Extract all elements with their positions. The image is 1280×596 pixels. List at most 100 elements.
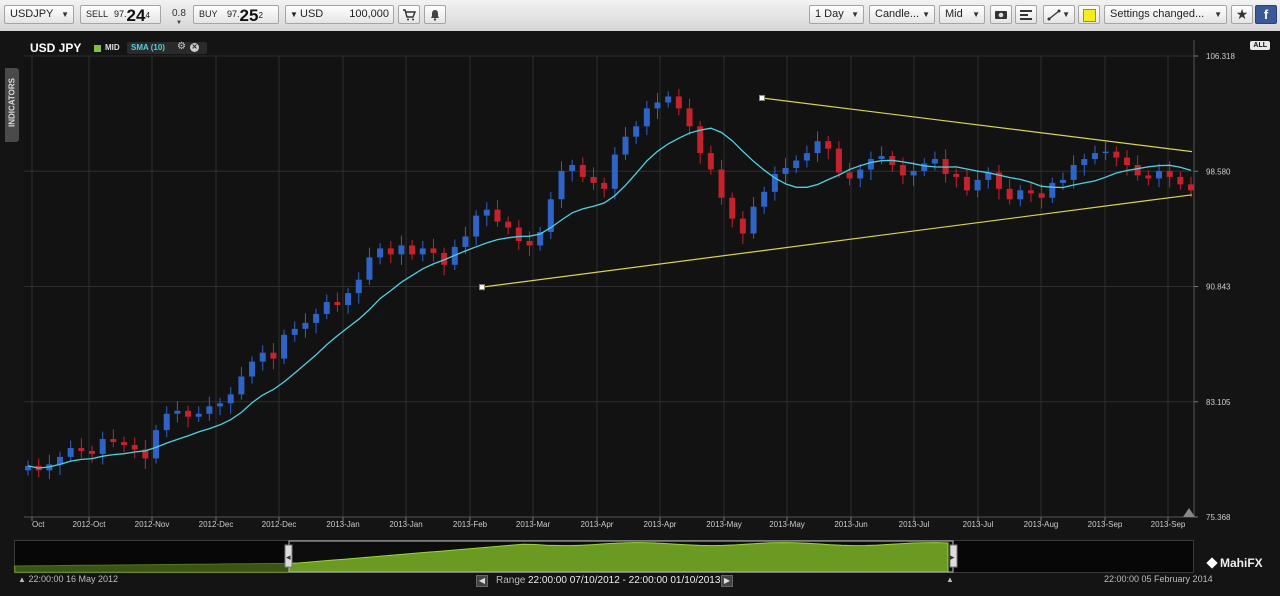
candle-down — [1166, 170, 1173, 177]
candle-up — [473, 215, 480, 237]
candle-up — [867, 159, 874, 170]
candle-down — [142, 449, 149, 459]
candle-up — [323, 302, 330, 314]
navigator-panel[interactable] — [14, 540, 1194, 573]
y-tick-label: 90.843 — [1206, 283, 1231, 292]
amount-value: 100,000 — [349, 8, 389, 20]
instrument-select[interactable]: USDJPY ▼ — [4, 5, 74, 24]
buy-price-big: 25 — [239, 6, 259, 25]
drawing-tools-button[interactable]: ▼ — [1043, 5, 1075, 24]
candles — [25, 89, 1194, 480]
favorite-button[interactable]: ★ — [1231, 5, 1253, 24]
color-picker-button[interactable] — [1078, 5, 1100, 24]
sma-label: SMA (10) — [131, 43, 165, 52]
close-icon[interactable]: ✕ — [190, 43, 199, 52]
buy-price: 97.252 — [227, 7, 263, 27]
settings-select[interactable]: Settings changed... ▼ — [1104, 5, 1227, 24]
candle-up — [537, 232, 544, 246]
scroll-end-icon[interactable] — [1183, 508, 1195, 517]
y-tick-label: 98.580 — [1206, 167, 1231, 176]
candle-up — [547, 199, 554, 233]
candle-up — [238, 376, 245, 395]
candle-up — [67, 448, 74, 457]
candle-up — [622, 136, 629, 155]
candle-down — [89, 450, 96, 454]
chart-type-select[interactable]: Candle... ▼ — [869, 5, 935, 24]
candle-down — [1038, 193, 1045, 198]
facebook-icon: f — [1263, 7, 1269, 22]
candle-down — [1188, 184, 1194, 191]
candle-up — [313, 313, 320, 323]
candle-up — [665, 96, 672, 103]
sell-label: SELL — [86, 9, 109, 19]
sell-button[interactable]: SELL 97.244 — [80, 5, 161, 24]
trendlines[interactable] — [479, 94, 1193, 291]
range-prev-button[interactable]: ◀ — [476, 575, 488, 587]
candle-up — [793, 160, 800, 168]
buy-button[interactable]: BUY 97.252 — [193, 5, 279, 24]
candle-down — [953, 173, 960, 177]
candle-up — [281, 334, 288, 359]
candle-up — [1049, 182, 1056, 198]
candle-up — [462, 236, 469, 247]
timeframe-select[interactable]: 1 Day ▼ — [809, 5, 864, 24]
color-swatch-icon — [1082, 9, 1096, 22]
candle-up — [814, 141, 821, 154]
sell-price-big: 24 — [126, 6, 146, 25]
snapshot-button[interactable] — [990, 5, 1012, 24]
candle-down — [601, 182, 608, 189]
candle-up — [803, 153, 810, 161]
end-date: 22:00:00 05 February 2014 — [1104, 574, 1213, 584]
trendline-anchor[interactable] — [479, 284, 485, 291]
candle-up — [654, 102, 661, 109]
candle-up — [750, 206, 757, 234]
x-tick-label: 2013-Mar — [516, 520, 551, 529]
x-tick-label: 2013-Sep — [1088, 520, 1123, 529]
cart-button[interactable] — [398, 5, 420, 24]
candle-down — [1027, 190, 1034, 194]
candle-up — [25, 465, 31, 471]
candle-down — [846, 172, 853, 179]
candle-down — [185, 410, 192, 417]
y-tick-label: 75.368 — [1206, 513, 1231, 522]
chevron-down-icon: ▼ — [851, 10, 859, 19]
candle-up — [483, 209, 490, 216]
candle-down — [430, 248, 437, 253]
price-type-select[interactable]: Mid ▼ — [939, 5, 985, 24]
sma-indicator-badge[interactable]: SMA (10) ⚙ ✕ — [127, 41, 207, 54]
window-right-marker[interactable]: ▲ — [946, 574, 954, 584]
candle-up — [153, 430, 160, 459]
y-axis-labels: 106.318 98.580 90.843 83.105 75.368 — [1194, 52, 1235, 522]
candle-down — [270, 352, 277, 359]
candle-up — [345, 293, 352, 306]
x-tick-label: 2013-Jun — [834, 520, 867, 529]
candle-down — [675, 96, 682, 109]
y-tick-label: 83.105 — [1206, 398, 1231, 407]
candle-up — [259, 352, 266, 362]
x-tick-label: 2013-Feb — [453, 520, 488, 529]
alert-button[interactable] — [424, 5, 446, 24]
brand-label: MahiFX — [1220, 556, 1263, 570]
candle-down — [739, 218, 746, 234]
candle-up — [302, 322, 309, 329]
gear-icon[interactable]: ⚙ — [177, 41, 186, 52]
candle-up — [206, 406, 213, 414]
candle-down — [1177, 176, 1184, 185]
facebook-button[interactable]: f — [1255, 5, 1277, 24]
toolbar: USDJPY ▼ SELL 97.244 0.8 ▼ BUY 97.252 ▼ … — [0, 0, 1280, 32]
start-marker-icon: ▲ — [18, 575, 26, 584]
candle-down — [334, 302, 341, 306]
layout-button[interactable] — [1015, 5, 1037, 24]
timeframe-label: 1 Day — [815, 8, 844, 20]
candle-up — [633, 126, 640, 137]
all-range-button[interactable]: ALL — [1250, 41, 1270, 50]
range-next-button[interactable]: ▶ — [721, 575, 733, 587]
indicators-tab[interactable]: INDICATORS — [5, 68, 19, 142]
trade-amount-field[interactable]: ▼ USD 100,000 — [285, 5, 394, 24]
mid-indicator-swatch — [94, 45, 101, 52]
trendline-anchor[interactable] — [759, 94, 765, 101]
trendline-lower[interactable] — [481, 194, 1193, 288]
x-tick-label: 2012-Oct — [73, 520, 107, 529]
trendline-upper[interactable] — [761, 97, 1193, 153]
